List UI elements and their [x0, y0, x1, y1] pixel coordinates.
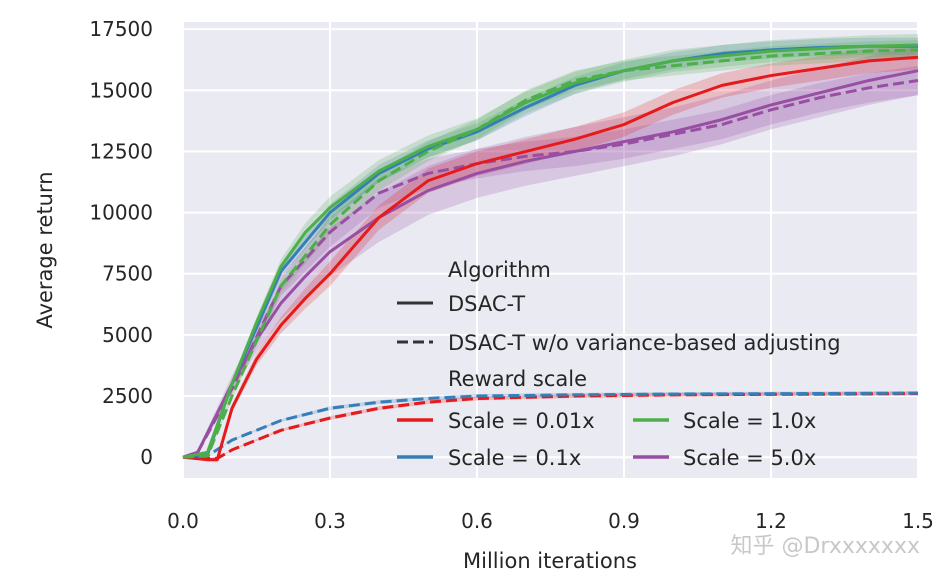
y-tick-label: 5000: [102, 323, 153, 347]
y-axis-label: Average return: [33, 171, 57, 328]
legend-label-dsac-t: DSAC-T: [448, 292, 525, 316]
y-tick-label: 17500: [89, 17, 153, 41]
y-tick-labels: 0 2500 5000 7500 10000 12500 15000 17500: [89, 17, 153, 469]
series-line-0.01x-solid: [182, 55, 919, 462]
watermark: 知乎 @Drxxxxxxx: [730, 534, 920, 559]
legend-label-0.1x: Scale = 0.1x: [448, 446, 581, 470]
y-tick-label: 15000: [89, 78, 153, 102]
series-line-5.0x-dashed: [182, 78, 919, 459]
x-tick-label: 1.2: [755, 509, 787, 533]
x-tick-label: 1.5: [902, 509, 934, 533]
legend-label-dsac-t-wo: DSAC-T w/o variance-based adjusting: [448, 331, 841, 355]
series-lines: [182, 43, 919, 462]
x-axis-label: Million iterations: [463, 549, 637, 573]
legend-title-reward-scale: Reward scale: [448, 367, 587, 391]
grid: [182, 22, 919, 478]
series-line-1.0x-solid: [182, 43, 919, 459]
legend-title-algorithm: Algorithm: [448, 258, 551, 282]
x-tick-label: 0.0: [167, 509, 199, 533]
legend-label-5.0x: Scale = 5.0x: [683, 446, 816, 470]
x-tick-label: 0.3: [314, 509, 346, 533]
y-tick-label: 2500: [102, 384, 153, 408]
legend: Algorithm DSAC-T DSAC-T w/o variance-bas…: [397, 258, 841, 470]
legend-label-0.01x: Scale = 0.01x: [448, 409, 595, 433]
x-tick-label: 0.9: [608, 509, 640, 533]
y-tick-label: 0: [140, 445, 153, 469]
x-tick-labels: 0.0 0.3 0.6 0.9 1.2 1.5: [167, 509, 934, 533]
series-line-0.1x-dashed: [182, 391, 919, 459]
y-tick-label: 7500: [102, 262, 153, 286]
series-line-1.0x-dashed: [182, 48, 919, 459]
y-tick-label: 10000: [89, 201, 153, 225]
legend-label-1.0x: Scale = 1.0x: [683, 409, 816, 433]
y-tick-label: 12500: [89, 139, 153, 163]
x-tick-label: 0.6: [461, 509, 493, 533]
